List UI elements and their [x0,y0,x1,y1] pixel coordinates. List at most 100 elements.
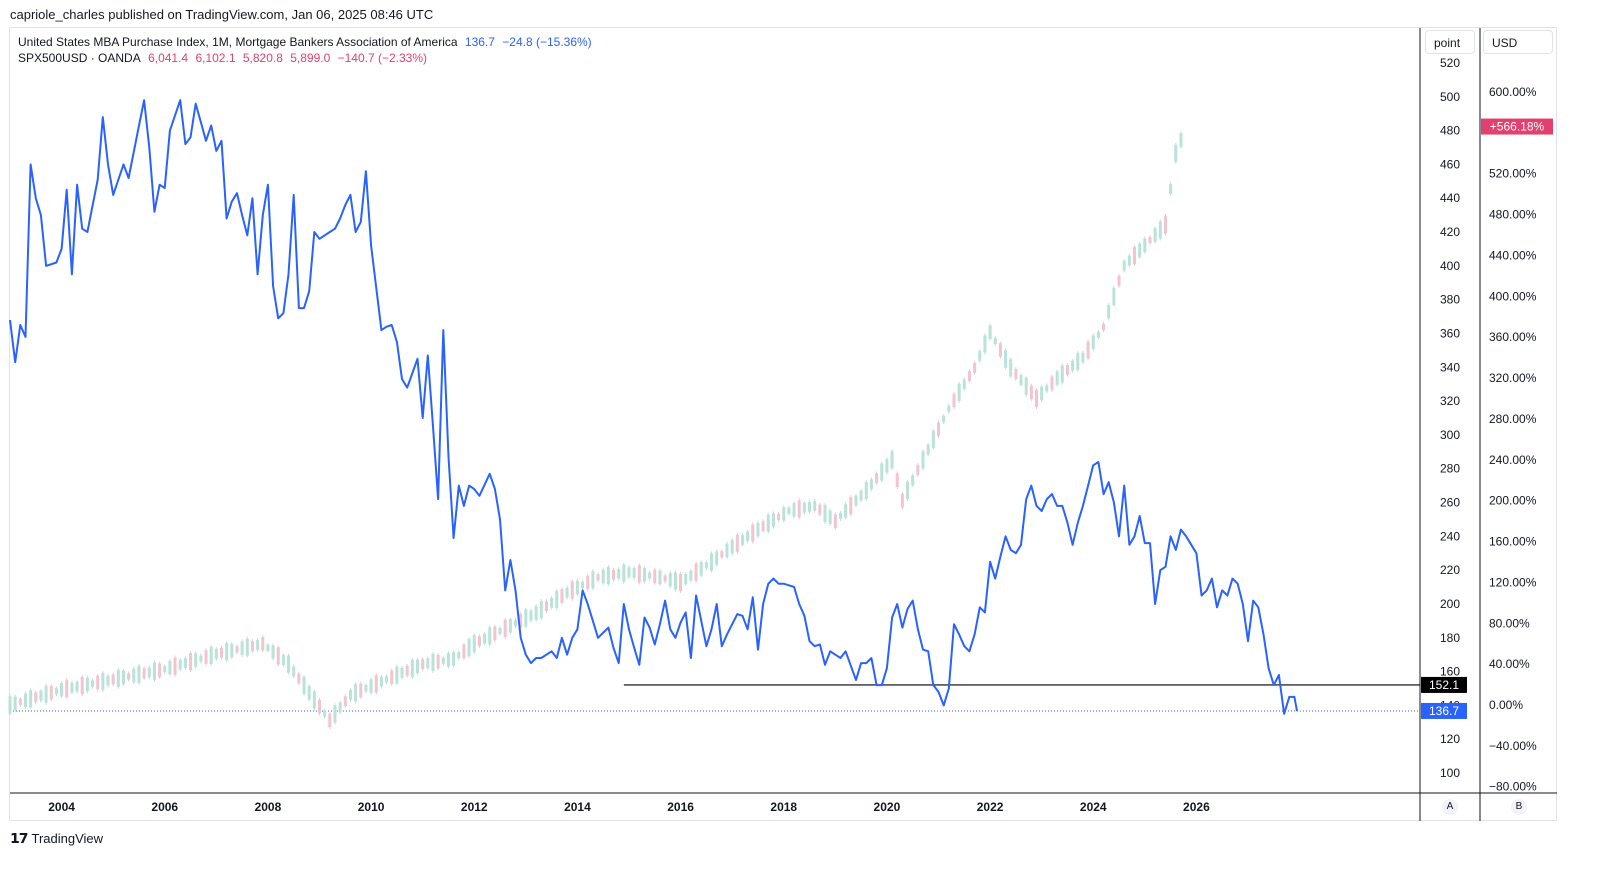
spx-candle [1091,335,1095,350]
spx-candle [534,606,538,620]
spx-candle [1065,364,1069,375]
spx-candle [1014,369,1018,379]
footer: 𝟭𝟳 TradingView [10,830,103,847]
spx-candle [271,645,275,659]
spx-candle [1086,341,1090,359]
spx-candle [1112,287,1116,305]
spx-candle [606,567,610,585]
price-label-badge [1421,676,1467,693]
spx-candle [34,692,38,703]
spx-candle [1071,360,1075,371]
spx-candle [266,644,270,651]
spx-candle [493,626,497,641]
price-label-text: 152.1 [1429,678,1459,692]
auto-scale-a-button[interactable]: A [1442,799,1458,815]
spx-candle [1143,238,1147,252]
spx-candle [8,696,12,714]
spx-candle [1045,385,1049,392]
right-axis-tick-label: −80.00% [1489,780,1537,794]
spx-candle [906,481,910,500]
spx-candle [91,680,95,687]
spx-candle [70,682,74,693]
spx-candle [292,666,296,677]
spx-candle [875,473,879,484]
spx-candle [395,666,399,684]
legend-mba-name: United States MBA Purchase Index, 1M, Mo… [18,35,458,49]
left-scale-unit-button[interactable]: point [1425,30,1475,54]
price-label-text: 136.7 [1429,704,1459,718]
spx-candle [581,581,585,589]
spx-candle [704,562,708,569]
x-tick-label: 2024 [1080,800,1107,814]
auto-scale-b-button[interactable]: B [1511,799,1527,815]
right-axis-tick-label: 160.00% [1489,535,1537,549]
legend-mba[interactable]: United States MBA Purchase Index, 1M, Mo… [18,35,596,49]
spx-candle [436,654,440,669]
spx-candle [648,572,652,579]
spx-candle [96,675,100,690]
footer-brand: TradingView [31,831,104,846]
spx-candle [679,573,683,591]
spx-candle [467,638,471,657]
spx-candle [199,655,203,662]
spx-candle [942,415,946,422]
spx-candle [988,325,992,339]
spx-candle [297,673,301,684]
spx-candle [550,597,554,608]
spx-candle [333,705,337,723]
right-axis-tick-label: 400.00% [1489,289,1537,303]
spx-candle [627,567,631,578]
spx-candle [106,675,110,686]
spx-candle [761,521,765,532]
spx-candle [797,500,801,518]
spx-candle [65,680,69,698]
x-tick-label: 2012 [461,800,488,814]
legend-spx[interactable]: SPX500USD · OANDA 6,041.4 6,102.1 5,820.… [18,51,431,65]
spx-candle [844,504,848,518]
spx-candle [998,343,1002,357]
left-axis-tick-label: 420 [1440,225,1460,239]
right-axis-tick-label: 600.00% [1489,85,1537,99]
spx-candle [926,444,930,455]
spx-candle [900,493,904,508]
spx-candle [921,451,925,469]
right-axis-tick-label: 360.00% [1489,330,1537,344]
spx-candle [137,665,141,683]
spx-candle [967,371,971,381]
right-scale-unit-button[interactable]: USD [1483,30,1553,54]
spx-candle [1127,255,1131,266]
spx-candle [101,672,105,691]
spx-candle [565,587,569,598]
spx-candle [75,681,79,692]
right-axis-tick-label: 440.00% [1489,248,1537,262]
spx-candle [1050,376,1054,390]
spx-candle [116,669,120,688]
spx-candle [952,393,956,408]
spx-candle [1122,260,1126,271]
legend-spx-low: 5,820.8 [242,51,283,65]
spx-candle [416,659,420,674]
left-axis-tick-label: 340 [1440,360,1460,374]
left-axis-tick-label: 180 [1440,631,1460,645]
legend-mba-last: 136.7 [464,35,495,49]
spx-candle [663,575,667,582]
spx-candle [962,379,966,390]
spx-candle [642,567,646,582]
spx-candle [173,657,177,675]
spx-candle [746,531,750,542]
spx-candle [158,663,162,678]
spx-candle [544,601,548,612]
spx-candle [29,690,33,708]
right-axis-tick-label: −40.00% [1489,739,1537,753]
left-axis-tick-label: 480 [1440,124,1460,138]
spx-candle [457,652,461,659]
spx-candle [936,422,940,436]
spx-candle [838,512,842,520]
legend-spx-name: SPX500USD · OANDA [18,51,141,65]
spx-candle [219,647,223,658]
spx-candle [60,682,64,697]
spx-candle [720,551,724,558]
spx-candle [782,507,786,521]
legend-mba-change: −24.8 (−15.36%) [502,35,592,49]
